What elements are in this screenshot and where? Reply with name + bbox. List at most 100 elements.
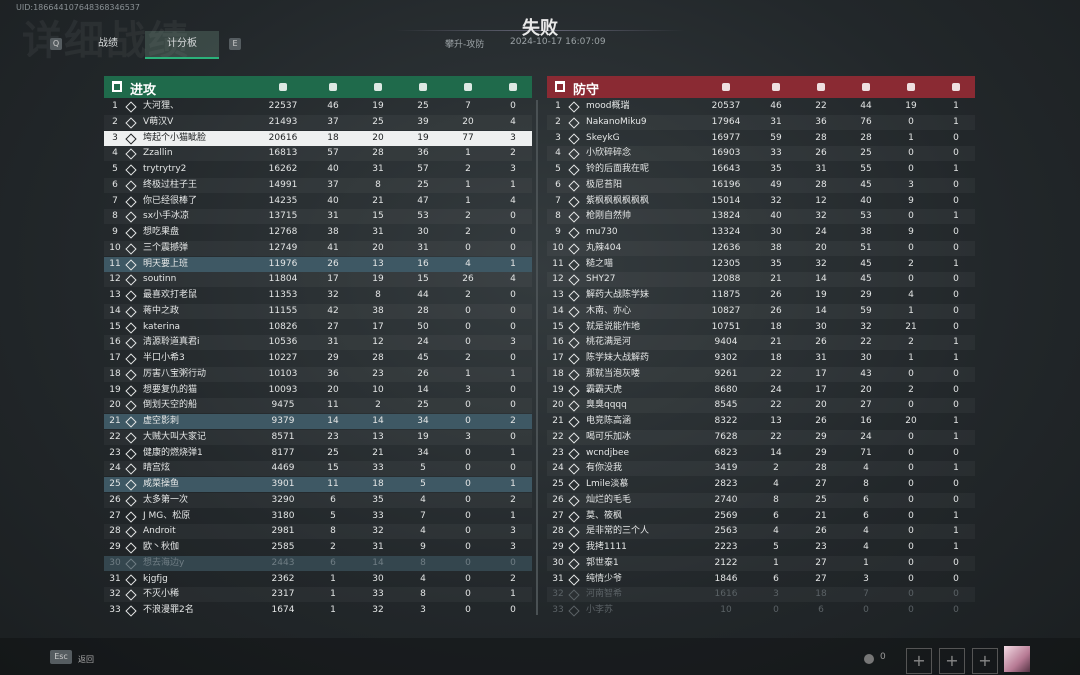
- rank: 5: [555, 164, 561, 174]
- stat: 29: [860, 290, 872, 300]
- player-row[interactable]: 14 蒋中之政 11155 42 38 28 0 0: [104, 303, 532, 319]
- esc-key[interactable]: Esc: [50, 650, 72, 664]
- stat: 20: [372, 132, 384, 143]
- back-label[interactable]: 返回: [78, 655, 94, 664]
- player-row[interactable]: 8 sx小手冰凉 13715 31 15 53 2 0: [104, 209, 532, 225]
- player-row[interactable]: 27 莫、筱枫 2569 6 21 6 0 1: [547, 509, 975, 524]
- player-row[interactable]: 1 mood概瑞 20537 46 22 44 19 1: [547, 99, 975, 114]
- player-row[interactable]: 17 陈学妹大战解药 9302 18 31 30 1 1: [547, 351, 975, 366]
- player-row[interactable]: 20 倒划天空的船 9475 11 2 25 0 0: [104, 398, 532, 414]
- player-row[interactable]: 33 不浪漫罪2名 1674 1 32 3 0 0: [104, 603, 532, 618]
- player-row[interactable]: 11 明天要上班 11976 26 13 16 4 1: [104, 256, 532, 272]
- rank: 30: [109, 557, 121, 568]
- stat: 0: [465, 337, 471, 348]
- player-row[interactable]: 5 铃的后面我在呢 16643 35 31 55 0 1: [547, 162, 975, 177]
- stat: 46: [327, 101, 339, 111]
- stat: 2563: [714, 526, 738, 537]
- player-row[interactable]: 5 trytrytry2 16262 40 31 57 2 3: [104, 162, 532, 177]
- player-row[interactable]: 19 想要复仇的猫 10093 20 10 14 3 0: [104, 383, 532, 398]
- player-row[interactable]: 25 咸菜操鱼 3901 11 18 5 0 1: [104, 477, 532, 492]
- player-row[interactable]: 18 厉害八宝粥行动 10103 36 23 26 1 1: [104, 366, 532, 382]
- player-row[interactable]: 22 大贼大叫大家记 8571 23 13 19 3 0: [104, 429, 532, 445]
- stat: 0: [908, 605, 914, 615]
- player-row[interactable]: 29 我拷1111 2223 5 23 4 0 1: [547, 540, 975, 555]
- player-row[interactable]: 21 虚空影刺 9379 14 14 34 0 2: [104, 414, 532, 429]
- stat: 59: [770, 132, 782, 143]
- player-row[interactable]: 3 SkeykG 16977 59 28 28 1 0: [547, 131, 975, 146]
- player-row[interactable]: 6 极尼苔阳 16196 49 28 45 3 0: [547, 177, 975, 193]
- player-name: katerina: [143, 321, 181, 332]
- tab-active[interactable]: 计分板: [145, 31, 219, 59]
- player-name: 小欣碎碎念: [586, 148, 632, 159]
- player-row[interactable]: 23 健康的燃烧弹1 8177 25 21 34 0 1: [104, 446, 532, 461]
- player-row[interactable]: 33 小李苏 10 0 6 0 0 0: [547, 603, 975, 618]
- player-row[interactable]: 22 喝可乐加冰 7628 22 29 24 0 1: [547, 429, 975, 445]
- tab[interactable]: 战绩: [98, 38, 118, 49]
- player-row[interactable]: 16 清源聆道真君i 10536 31 12 24 0 3: [104, 335, 532, 351]
- add-slot[interactable]: +: [939, 648, 965, 674]
- player-row[interactable]: 13 最喜欢打老鼠 11353 32 8 44 2 0: [104, 288, 532, 303]
- stat: 0: [510, 242, 516, 253]
- player-row[interactable]: 4 小欣碎碎念 16903 33 26 25 0 0: [547, 146, 975, 162]
- player-row[interactable]: 7 紫枫枫枫枫枫枫 15014 32 12 40 9 0: [547, 194, 975, 209]
- player-row[interactable]: 23 wcndjbee 6823 14 29 71 0 0: [547, 446, 975, 461]
- player-row[interactable]: 24 有你没我 3419 2 28 4 0 1: [547, 461, 975, 477]
- player-row[interactable]: 31 纯情少爷 1846 6 27 3 0 0: [547, 572, 975, 587]
- stat: 24: [815, 227, 827, 237]
- player-row[interactable]: 27 J MG、松原 3180 5 33 7 0 1: [104, 509, 532, 524]
- player-row[interactable]: 15 就是说能作地 10751 18 30 32 21 0: [547, 320, 975, 335]
- stat: 0: [465, 557, 471, 568]
- player-name: 三个震撼弹: [143, 242, 189, 253]
- player-row[interactable]: 8 枪刚自然帅 13824 40 32 53 0 1: [547, 209, 975, 225]
- player-row[interactable]: 24 晴宫炫 4469 15 33 5 0 0: [104, 461, 532, 477]
- player-row[interactable]: 32 不灭小稀 2317 1 33 8 0 1: [104, 587, 532, 603]
- player-row[interactable]: 11 糙之喵 12305 35 32 45 2 1: [547, 257, 975, 272]
- stat: 34: [417, 416, 429, 426]
- player-row[interactable]: 12 SHY27 12088 21 14 45 0 0: [547, 272, 975, 288]
- stat: 0: [908, 400, 914, 411]
- player-row[interactable]: 21 电竞陈高涵 8322 13 26 16 20 1: [547, 414, 975, 429]
- player-row[interactable]: 18 那就当泡灰喽 9261 22 17 43 0 0: [547, 366, 975, 382]
- player-row[interactable]: 4 Zzallin 16813 57 28 36 1 2: [104, 146, 532, 162]
- player-row[interactable]: 3 垮起个小猫眦脸 20616 18 20 19 77 3: [104, 130, 532, 146]
- player-row[interactable]: 9 想吃果盘 12768 38 31 30 2 0: [104, 225, 532, 240]
- player-row[interactable]: 12 soutinn 11804 17 19 15 26 4: [104, 272, 532, 288]
- player-row[interactable]: 30 想去海边y 2443 6 14 8 0 0: [104, 555, 532, 571]
- avatar[interactable]: [1004, 646, 1030, 672]
- add-slot[interactable]: +: [972, 648, 998, 674]
- player-row[interactable]: 32 河南智希 1616 3 18 7 0 0: [547, 587, 975, 603]
- column-icon: [907, 83, 915, 91]
- player-row[interactable]: 29 欧丶秋伽 2585 2 31 9 0 3: [104, 540, 532, 555]
- player-row[interactable]: 2 V萌汉V 21493 37 25 39 20 4: [104, 114, 532, 130]
- player-row[interactable]: 20 臭臭qqqq 8545 22 20 27 0 0: [547, 398, 975, 414]
- player-row[interactable]: 28 是非常的三个人 2563 4 26 4 0 1: [547, 524, 975, 540]
- player-row[interactable]: 2 NakanoMiku9 17964 31 36 76 0 1: [547, 114, 975, 130]
- player-row[interactable]: 17 半口小希3 10227 29 28 45 2 0: [104, 351, 532, 366]
- player-row[interactable]: 15 katerina 10826 27 17 50 0 0: [104, 320, 532, 335]
- player-row[interactable]: 19 霸霸天虎 8680 24 17 20 2 0: [547, 383, 975, 398]
- player-row[interactable]: 1 大河狸、 22537 46 19 25 7 0: [104, 99, 532, 114]
- player-row[interactable]: 6 终极过柱子王 14991 37 8 25 1 1: [104, 177, 532, 193]
- stat: 3: [510, 526, 516, 537]
- stat: 9: [908, 227, 914, 237]
- player-row[interactable]: 30 郭世泰1 2122 1 27 1 0 0: [547, 555, 975, 571]
- stat: 0: [953, 132, 959, 143]
- player-row[interactable]: 31 kjgfjg 2362 1 30 4 0 2: [104, 572, 532, 587]
- stat: 2: [510, 494, 516, 505]
- player-row[interactable]: 26 灿烂的毛毛 2740 8 25 6 0 0: [547, 492, 975, 508]
- stat: 19: [815, 290, 827, 300]
- player-row[interactable]: 7 你已经很棒了 14235 40 21 47 1 4: [104, 194, 532, 209]
- player-row[interactable]: 14 木南、亦心 10827 26 14 59 1 0: [547, 303, 975, 319]
- player-row[interactable]: 26 太多第一次 3290 6 35 4 0 2: [104, 492, 532, 508]
- stat: 10: [372, 384, 384, 395]
- add-slot[interactable]: +: [906, 648, 932, 674]
- player-row[interactable]: 28 Androit 2981 8 32 4 0 3: [104, 524, 532, 540]
- player-row[interactable]: 13 解药大战陈学妹 11875 26 19 29 4 0: [547, 288, 975, 303]
- player-row[interactable]: 10 三个震撼弹 12749 41 20 31 0 0: [104, 240, 532, 256]
- player-row[interactable]: 9 mu730 13324 30 24 38 9 0: [547, 225, 975, 240]
- player-row[interactable]: 10 丸辣404 12636 38 20 51 0 0: [547, 240, 975, 256]
- stat: 13: [372, 258, 384, 269]
- player-row[interactable]: 16 桃花满是河 9404 21 26 22 2 1: [547, 335, 975, 351]
- stat: 1: [510, 368, 516, 379]
- player-row[interactable]: 25 Lmile淡慕 2823 4 27 8 0 0: [547, 477, 975, 492]
